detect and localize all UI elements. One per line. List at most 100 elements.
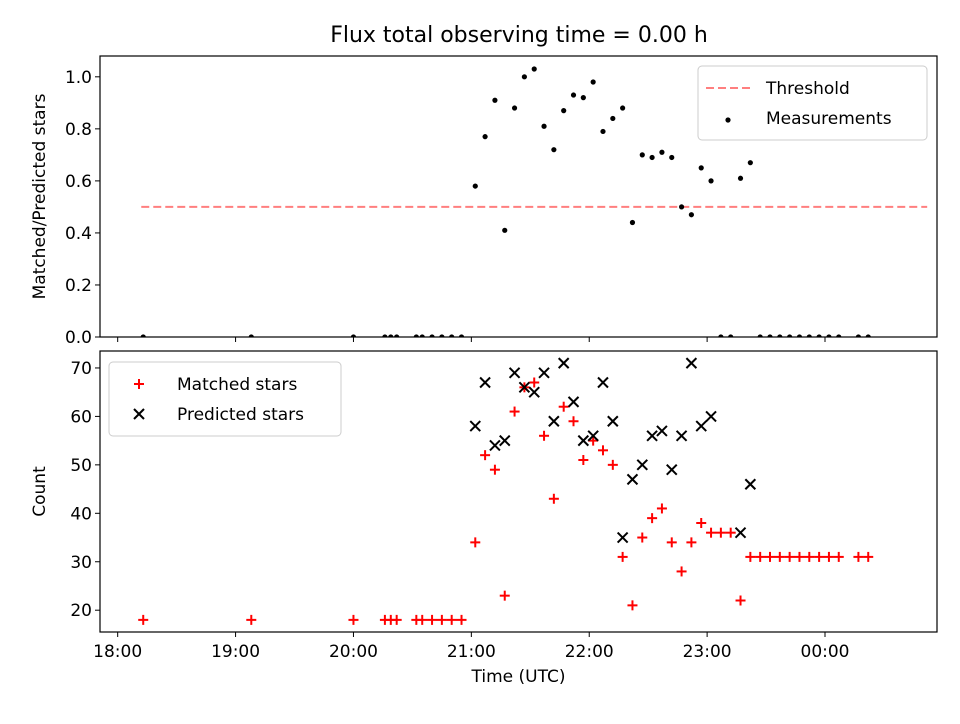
y-tick-label: 20 bbox=[70, 601, 92, 621]
matched-stars-marker bbox=[427, 614, 438, 625]
measurement-point bbox=[629, 219, 636, 226]
predicted-stars-marker bbox=[675, 430, 688, 442]
axes-frame bbox=[99, 350, 938, 633]
x-tick-label: 00:00 bbox=[801, 642, 850, 662]
matched-stars-marker bbox=[499, 590, 510, 601]
measurement-point bbox=[659, 149, 665, 155]
predicted-stars-marker bbox=[548, 415, 560, 427]
matched-stars-marker bbox=[725, 527, 736, 538]
matched-stars-marker bbox=[745, 551, 756, 562]
y-tick-label: 40 bbox=[70, 504, 92, 524]
y-tick-label: 30 bbox=[70, 553, 92, 573]
measurement-point bbox=[649, 154, 655, 161]
matched-stars-marker bbox=[686, 537, 697, 548]
matched-stars-marker bbox=[568, 416, 579, 427]
predicted-stars-marker bbox=[489, 439, 501, 452]
plot-area bbox=[138, 357, 874, 625]
measurement-point bbox=[382, 334, 388, 337]
measurement-point bbox=[708, 178, 714, 184]
measurement-point bbox=[472, 183, 478, 189]
predicted-stars-marker bbox=[616, 531, 629, 544]
predicted-stars-marker bbox=[636, 459, 648, 471]
measurement-point bbox=[816, 334, 822, 337]
predicted-stars-marker bbox=[607, 415, 619, 427]
measurement-point bbox=[511, 105, 518, 111]
measurement-point bbox=[777, 334, 783, 337]
matched-stars-marker bbox=[539, 430, 550, 441]
measurement-point bbox=[590, 79, 596, 85]
matched-stars-marker bbox=[480, 450, 491, 461]
y-tick-label: 60 bbox=[70, 407, 92, 427]
matched-stars-marker bbox=[489, 464, 500, 475]
measurement-point bbox=[531, 66, 537, 72]
measurement-point bbox=[429, 334, 435, 337]
measurement-point bbox=[449, 334, 455, 337]
matched-stars-marker bbox=[348, 614, 359, 625]
predicted-stars-marker bbox=[557, 357, 570, 369]
bottom-plot: 20 30 40 50 60 70 18:00 19:00 20:00 21:00 22:00 23:… bbox=[30, 350, 938, 687]
predicted-stars-marker bbox=[666, 463, 678, 476]
predicted-stars-marker bbox=[626, 473, 639, 486]
legend-matched-swatch bbox=[134, 379, 144, 389]
measurement-point bbox=[394, 334, 400, 337]
x-tick-label: 20:00 bbox=[329, 642, 378, 662]
y-axis-label: Matched/Predicted stars bbox=[30, 93, 50, 299]
legend-label-matched: Matched stars bbox=[177, 375, 297, 395]
measurement-point bbox=[639, 152, 645, 158]
y-tick-label: 70 bbox=[70, 359, 92, 379]
measurement-point bbox=[502, 227, 508, 233]
matched-stars-marker bbox=[647, 513, 658, 524]
matched-stars-marker bbox=[676, 566, 687, 577]
measurement-point bbox=[718, 334, 724, 337]
matched-stars-marker bbox=[470, 537, 481, 548]
measurement-point bbox=[669, 154, 675, 161]
measurement-point bbox=[388, 334, 394, 337]
predicted-stars-marker bbox=[646, 430, 658, 442]
y-tick-label: 0.6 bbox=[65, 172, 92, 192]
measurement-point bbox=[482, 134, 488, 140]
axes-frame bbox=[99, 55, 938, 338]
x-tick-label: 19:00 bbox=[211, 642, 260, 662]
x-tick-label: 22:00 bbox=[565, 642, 614, 662]
matched-stars-marker bbox=[833, 551, 844, 562]
legend-measurements-swatch bbox=[725, 117, 731, 123]
measurement-point bbox=[620, 105, 626, 111]
predicted-stars-marker bbox=[587, 430, 599, 442]
predicted-stars-marker bbox=[705, 410, 717, 423]
top-plot: 0.0 0.2 0.4 0.6 0.8 1.0 Matched/Predicted star… bbox=[30, 55, 938, 348]
matched-stars-marker bbox=[853, 551, 864, 562]
x-tick-label: 23:00 bbox=[683, 642, 732, 662]
matched-stars-marker bbox=[607, 459, 618, 470]
matched-stars-marker bbox=[246, 614, 257, 625]
measurement-point bbox=[140, 334, 146, 337]
matched-stars-marker bbox=[794, 551, 805, 562]
legend-box bbox=[697, 65, 928, 141]
matched-stars-marker bbox=[138, 614, 149, 625]
x-axis-label: Time (UTC) bbox=[471, 667, 566, 687]
measurement-point bbox=[865, 334, 871, 337]
predicted-stars-marker bbox=[577, 434, 590, 447]
matched-stars-marker bbox=[597, 445, 608, 456]
legend-label-predicted: Predicted stars bbox=[177, 405, 304, 425]
predicted-stars-marker bbox=[469, 420, 481, 432]
legend-label-measurements: Measurements bbox=[766, 109, 892, 129]
measurement-point bbox=[787, 334, 793, 337]
measurement-point bbox=[767, 334, 773, 337]
matched-stars-marker bbox=[774, 551, 785, 562]
matched-stars-marker bbox=[863, 551, 874, 562]
measurement-point bbox=[747, 160, 753, 166]
predicted-stars-marker bbox=[479, 376, 491, 389]
matched-stars-marker bbox=[823, 551, 834, 562]
matched-stars-marker bbox=[735, 595, 746, 606]
y-tick-label: 0.4 bbox=[65, 224, 92, 244]
y-tick-label: 0.8 bbox=[65, 120, 92, 140]
measurement-point bbox=[757, 334, 763, 337]
y-tick-label: 0.0 bbox=[65, 328, 92, 348]
matched-stars-marker bbox=[548, 493, 559, 504]
matched-stars-marker bbox=[558, 401, 569, 412]
measurement-point bbox=[541, 123, 547, 129]
measurement-point bbox=[855, 334, 862, 337]
y-tick-label: 50 bbox=[70, 456, 92, 476]
